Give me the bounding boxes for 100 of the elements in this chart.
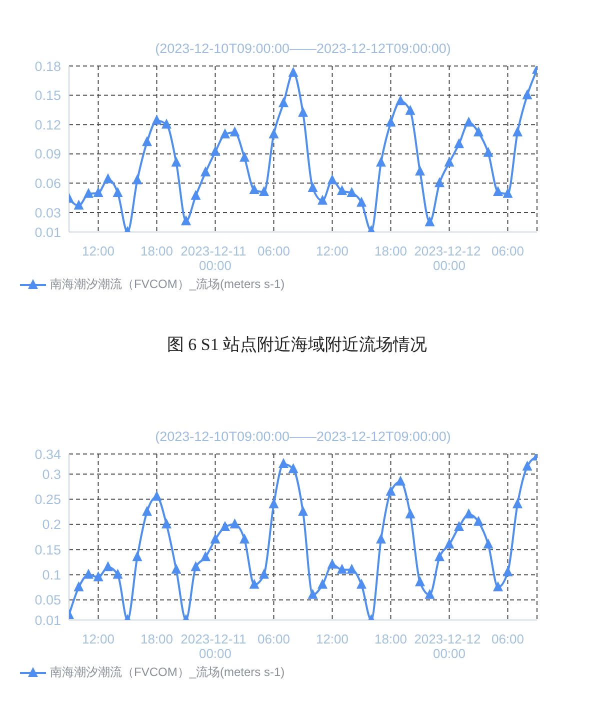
chart-subtitle: (2023-12-10T09:00:00——2023-12-12T09:00:00) <box>154 41 452 56</box>
point <box>337 564 347 574</box>
x-tick-label: 2023-12-11 00:00 <box>180 632 250 661</box>
chart-subtitle: (2023-12-10T09:00:00——2023-12-12T09:00:00) <box>154 429 452 444</box>
point <box>405 508 416 518</box>
point <box>308 182 318 192</box>
point <box>142 136 152 146</box>
point <box>327 558 338 569</box>
y-tick-label: 0.2 <box>42 517 61 532</box>
point <box>162 118 172 129</box>
point <box>396 476 406 486</box>
point <box>318 578 328 589</box>
x-tick-label: 2023-12-12 00:00 <box>414 632 484 661</box>
point <box>415 165 425 176</box>
point <box>376 534 386 544</box>
x-tick-label: 18:00 <box>140 632 174 647</box>
point <box>152 114 162 125</box>
point <box>405 104 416 115</box>
x-tick-label: 06:00 <box>257 632 290 647</box>
point <box>522 460 532 471</box>
point <box>210 146 220 156</box>
y-tick-label: 0.06 <box>34 176 61 191</box>
point <box>103 173 113 184</box>
y-tick-label: 0.01 <box>34 612 61 628</box>
point <box>220 520 230 531</box>
point <box>502 566 513 576</box>
point <box>200 551 210 562</box>
point <box>93 186 104 197</box>
point <box>512 126 522 136</box>
point <box>288 66 298 77</box>
point <box>249 578 260 589</box>
caption: 图 6 S1 站点附近海域附近流场情况 <box>166 334 428 356</box>
legend-label: 南海潮汐潮流（FVCOM）_流场(meters s-1) <box>50 664 285 681</box>
point <box>249 184 260 194</box>
x-tick-label: 06:00 <box>257 244 290 259</box>
point <box>112 568 123 579</box>
point <box>512 498 522 508</box>
y-tick-label: 0.15 <box>34 542 61 558</box>
y-tick-label: 0.3 <box>42 466 61 482</box>
point <box>346 564 357 574</box>
point <box>230 126 240 136</box>
x-tick-label: 18:00 <box>374 632 408 647</box>
point <box>493 186 503 196</box>
y-tick-label: 0.18 <box>34 58 61 74</box>
point <box>288 463 298 474</box>
point <box>278 458 288 468</box>
point <box>190 190 201 200</box>
point <box>240 534 250 544</box>
point <box>424 588 435 599</box>
point <box>522 89 532 100</box>
point <box>190 561 201 572</box>
point <box>376 156 386 167</box>
y-tick-label: 0.1 <box>42 568 61 583</box>
point <box>220 128 230 138</box>
point <box>502 188 513 198</box>
point <box>327 174 338 184</box>
x-tick-label: 12:00 <box>82 632 115 647</box>
y-tick-label: 0.34 <box>34 446 62 462</box>
point <box>434 177 444 188</box>
point <box>493 581 503 592</box>
point <box>112 186 123 197</box>
point <box>318 194 328 205</box>
y-tick-label: 0.09 <box>34 146 61 162</box>
point <box>298 106 308 117</box>
point <box>483 538 494 549</box>
point <box>308 588 318 599</box>
y-tick-label: 0.25 <box>34 492 61 508</box>
point <box>259 568 269 579</box>
point <box>103 561 113 572</box>
x-tick-label: 18:00 <box>374 244 408 259</box>
point <box>444 538 454 549</box>
point <box>171 564 182 574</box>
point <box>386 116 396 127</box>
x-tick-label: 12:00 <box>316 632 349 647</box>
y-tick-label: 0.15 <box>34 88 61 104</box>
point <box>356 578 366 589</box>
point <box>424 216 435 226</box>
point <box>132 551 142 562</box>
point <box>346 186 357 197</box>
point <box>268 498 279 508</box>
point <box>93 571 104 582</box>
x-tick-label: 2023-12-12 00:00 <box>414 244 484 273</box>
point <box>230 518 240 528</box>
y-tick-label: 0.03 <box>34 205 61 220</box>
x-tick-label: 12:00 <box>82 244 115 259</box>
x-tick-label: 18:00 <box>140 244 174 259</box>
point <box>162 518 172 528</box>
point <box>444 156 454 167</box>
point <box>464 508 474 518</box>
point <box>268 128 279 138</box>
point <box>454 138 464 148</box>
point <box>356 196 366 207</box>
point <box>84 188 94 198</box>
point <box>74 581 84 592</box>
point <box>259 186 269 196</box>
point <box>200 166 210 176</box>
point <box>142 506 152 516</box>
point <box>415 576 425 586</box>
x-tick-label: 12:00 <box>316 244 349 259</box>
point <box>74 200 84 210</box>
